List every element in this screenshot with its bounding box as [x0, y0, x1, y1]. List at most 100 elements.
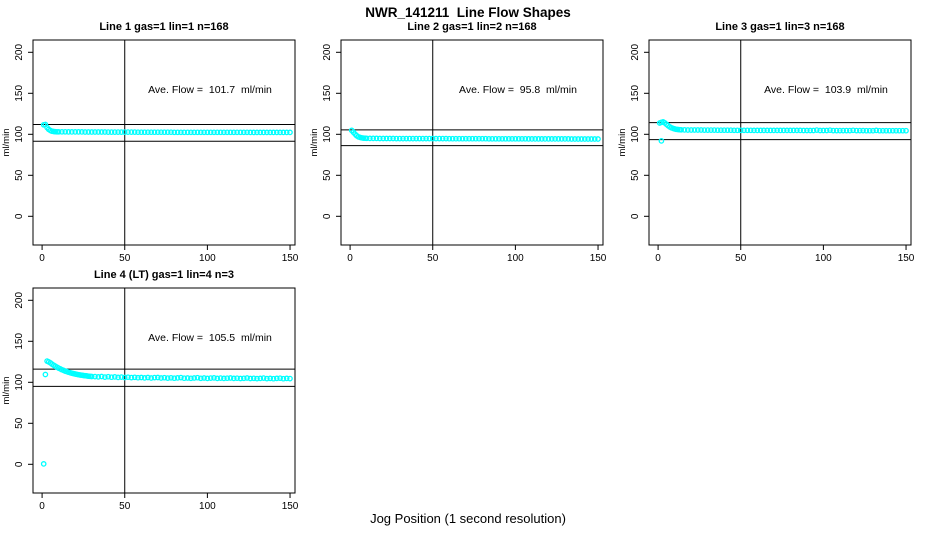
plot-box [648, 39, 912, 246]
data-point [439, 135, 446, 142]
data-point [135, 129, 141, 136]
data-point [211, 129, 217, 136]
data-point [482, 135, 489, 142]
data-point [240, 129, 247, 136]
data-points [348, 127, 601, 142]
x-axis-label: Jog Position (1 second resolution) [370, 511, 566, 526]
data-point [78, 129, 85, 135]
data-point [188, 375, 194, 382]
data-point [111, 374, 118, 380]
data-point [151, 129, 158, 136]
data-point [277, 129, 283, 136]
data-point [456, 135, 463, 142]
data-point [708, 127, 714, 133]
data-point [416, 135, 423, 142]
data-point [684, 127, 691, 133]
data-point [283, 129, 290, 136]
y-tick-label: 150 [630, 85, 641, 102]
data-point [270, 375, 277, 382]
data-point [108, 129, 115, 135]
data-point [237, 129, 244, 136]
data-point [555, 136, 562, 142]
data-point [250, 375, 257, 382]
x-tick-label: 150 [590, 253, 607, 264]
data-point [724, 127, 731, 134]
x-tick-label: 0 [39, 501, 45, 512]
data-point [221, 129, 227, 136]
data-point [184, 375, 191, 381]
data-point [131, 374, 138, 381]
data-point [492, 135, 499, 142]
data-point [386, 135, 393, 142]
plot-box [32, 39, 296, 246]
x-tick-label: 50 [119, 501, 131, 512]
data-point [770, 127, 777, 134]
data-point [128, 129, 135, 135]
x-tick-label: 150 [898, 253, 915, 264]
y-tick-label: 0 [630, 213, 641, 219]
data-point [575, 136, 582, 142]
data-point [413, 135, 420, 142]
data-point [459, 135, 466, 142]
data-point [863, 127, 870, 134]
data-point [267, 375, 274, 382]
data-point [171, 375, 178, 382]
data-point [843, 127, 850, 134]
x-tick-label: 50 [735, 253, 747, 264]
data-point [889, 127, 896, 134]
data-point [721, 127, 728, 134]
data-point [68, 129, 75, 135]
data-point [731, 127, 737, 134]
data-point [280, 375, 287, 382]
data-point [171, 129, 178, 136]
y-tick-label: 200 [14, 44, 25, 61]
data-point [810, 127, 817, 134]
data-point [853, 127, 860, 134]
data-point [72, 129, 79, 135]
data-point [542, 136, 548, 142]
data-point [240, 375, 247, 382]
data-point [727, 127, 734, 134]
x-tick-label: 50 [119, 253, 131, 264]
data-point [764, 127, 771, 134]
data-point [257, 129, 264, 136]
data-point [767, 127, 774, 134]
y-tick-label: 150 [322, 85, 333, 102]
data-point [164, 375, 171, 381]
data-point [92, 129, 98, 135]
data-point [817, 127, 823, 134]
data-point [125, 129, 131, 135]
panel-4-plot: 0 50 100 150 0 50 100 150 200 ml/min [1, 287, 299, 512]
data-point [287, 129, 293, 136]
data-point [224, 129, 231, 136]
data-point [244, 129, 250, 136]
data-point [489, 135, 496, 142]
data-point [118, 374, 125, 380]
data-point [846, 127, 853, 134]
data-point [704, 127, 711, 133]
y-tick-label: 100 [322, 126, 333, 143]
data-point [148, 129, 155, 136]
data-point [188, 129, 194, 136]
data-point [59, 128, 65, 135]
data-point [406, 135, 413, 142]
y-tick-label: 150 [14, 85, 25, 102]
data-point [55, 128, 62, 135]
panel-1-plot: 0 50 100 150 0 50 100 150 200 ml/min [1, 39, 299, 264]
data-point [270, 129, 277, 136]
data-point [42, 371, 49, 378]
data-point [790, 127, 797, 134]
data-point [194, 129, 201, 136]
data-point [390, 135, 396, 142]
data-point [105, 129, 112, 135]
data-point [158, 129, 164, 136]
data-point [92, 373, 98, 380]
data-point [260, 375, 267, 381]
x-tick-label: 150 [282, 501, 299, 512]
data-point [737, 127, 744, 134]
data-point [131, 129, 138, 135]
data-point [449, 135, 456, 142]
data-point [254, 129, 260, 136]
x-tick-label: 0 [347, 253, 353, 264]
